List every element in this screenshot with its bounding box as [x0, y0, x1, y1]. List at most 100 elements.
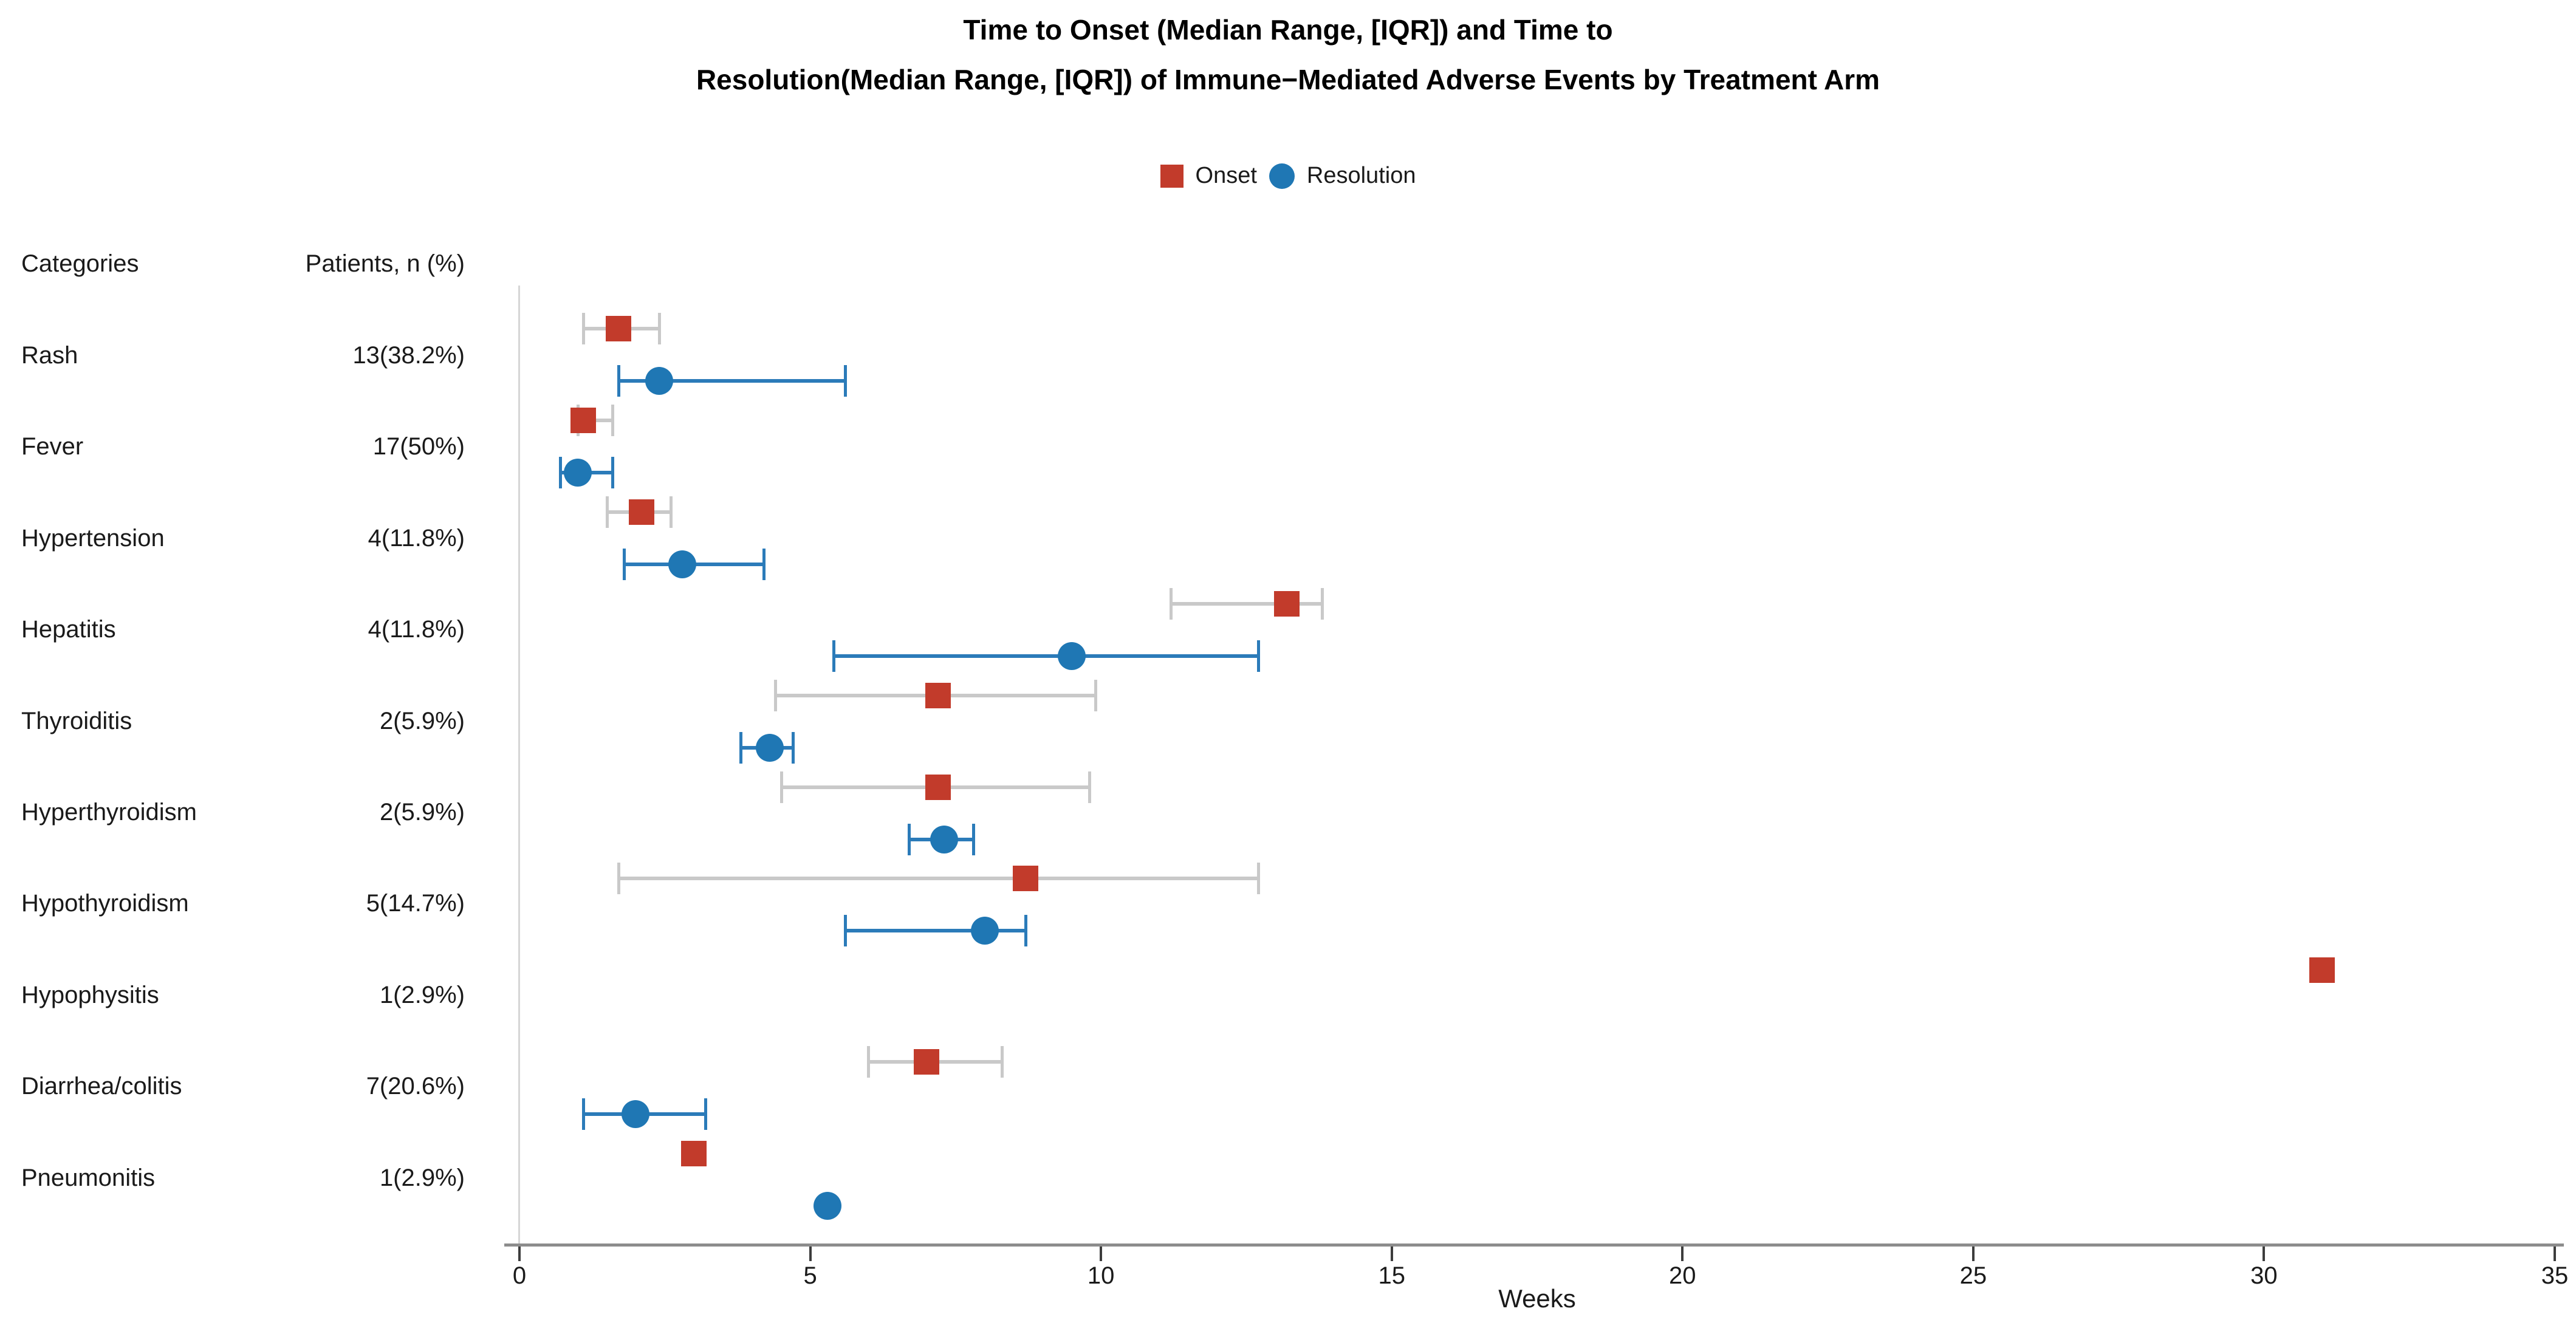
x-tick-label: 35 — [2541, 1262, 2569, 1289]
error-bar-cap — [908, 823, 911, 855]
error-bar-cap — [1169, 587, 1173, 620]
resolution-marker — [622, 1100, 650, 1129]
categories-header: Categories — [21, 250, 139, 277]
category-label: Diarrhea/colitis — [21, 1073, 182, 1100]
error-bar — [618, 877, 1258, 881]
legend-onset-swatch-icon — [1160, 164, 1184, 188]
patients-header: Patients, n (%) — [305, 250, 465, 277]
error-bar-cap — [704, 1098, 708, 1131]
chart-title-line2: Resolution(Median Range, [IQR]) of Immun… — [696, 64, 1880, 95]
error-bar-cap — [1088, 771, 1091, 803]
x-tick-mark — [518, 1247, 521, 1261]
onset-marker — [913, 1049, 939, 1075]
category-label: Hypophysitis — [21, 981, 159, 1008]
legend-label: Onset — [1195, 163, 1257, 188]
onset-marker — [925, 774, 951, 800]
category-label: Fever — [21, 433, 84, 460]
error-bar-cap — [611, 404, 615, 436]
chart-title: Time to Onset (Median Range, [IQR]) and … — [0, 13, 2576, 96]
error-bar-cap — [1256, 640, 1260, 672]
error-bar-cap — [605, 496, 609, 528]
error-bar-cap — [582, 1098, 586, 1131]
x-tick-label: 30 — [2250, 1262, 2278, 1289]
onset-marker — [2309, 957, 2335, 983]
error-bar-cap — [1001, 1046, 1004, 1078]
error-bar — [844, 929, 1026, 933]
onset-marker — [681, 1141, 707, 1167]
x-tick-mark — [2263, 1247, 2266, 1261]
error-bar-cap — [843, 365, 847, 397]
patients-value: 2(5.9%) — [379, 707, 465, 734]
patients-value: 4(11.8%) — [368, 524, 465, 552]
error-bar — [1170, 601, 1322, 606]
error-bar-cap — [843, 915, 847, 947]
x-tick-mark — [1681, 1247, 1684, 1261]
resolution-marker — [930, 825, 958, 853]
patients-value: 2(5.9%) — [379, 799, 465, 826]
error-bar-cap — [739, 731, 742, 764]
error-bar-cap — [669, 496, 673, 528]
patients-value: 4(11.8%) — [368, 616, 465, 643]
patients-value: 7(20.6%) — [366, 1073, 465, 1100]
error-bar-cap — [1024, 915, 1027, 947]
resolution-marker — [668, 550, 696, 578]
error-bar-cap — [1094, 679, 1097, 711]
category-label: Thyroiditis — [21, 707, 132, 734]
error-bar — [618, 379, 845, 383]
patients-value: 13(38.2%) — [352, 342, 465, 369]
error-bar-cap — [558, 456, 562, 488]
error-bar-cap — [657, 313, 661, 344]
error-bar-cap — [779, 771, 783, 803]
x-tick-label: 15 — [1378, 1262, 1405, 1289]
onset-marker — [628, 499, 654, 525]
error-bar-cap — [617, 365, 620, 397]
error-bar-cap — [1320, 587, 1324, 620]
patients-value: 5(14.7%) — [366, 890, 465, 917]
onset-marker — [1274, 590, 1300, 617]
x-tick-mark — [1100, 1247, 1103, 1261]
error-bar-cap — [832, 640, 835, 672]
x-tick-label: 0 — [512, 1262, 527, 1289]
error-bar-cap — [774, 679, 778, 711]
onset-marker — [570, 407, 597, 433]
onset-marker — [925, 682, 951, 708]
legend-resolution-swatch-icon — [1269, 163, 1295, 189]
onset-marker — [1012, 866, 1038, 892]
x-tick-label: 5 — [803, 1262, 817, 1289]
chart-title-line1: Time to Onset (Median Range, [IQR]) and … — [963, 14, 1613, 46]
x-tick-mark — [1390, 1247, 1393, 1261]
error-bar-cap — [617, 863, 620, 895]
error-bar-cap — [623, 548, 626, 580]
error-bar-cap — [762, 548, 766, 580]
category-label: Hypothyroidism — [21, 890, 189, 917]
onset-marker — [605, 316, 631, 341]
category-label: Hypertension — [21, 524, 165, 552]
error-bar-cap — [1256, 863, 1260, 895]
patients-value: 1(2.9%) — [379, 981, 465, 1008]
error-bar-cap — [611, 456, 615, 488]
error-bar-cap — [971, 823, 975, 855]
resolution-marker — [970, 917, 999, 945]
legend-label: Resolution — [1306, 163, 1416, 188]
error-bar-cap — [582, 313, 586, 344]
x-tick-label: 25 — [1959, 1262, 1987, 1289]
x-axis-title: Weeks — [1498, 1284, 1576, 1313]
error-bar-cap — [791, 731, 795, 764]
x-tick-mark — [2553, 1247, 2556, 1261]
resolution-marker — [1058, 641, 1086, 670]
resolution-marker — [755, 733, 784, 762]
patients-value: 1(2.9%) — [379, 1164, 465, 1191]
x-tick-mark — [1971, 1247, 1975, 1261]
patients-value: 17(50%) — [372, 433, 465, 460]
error-bar-cap — [867, 1046, 871, 1078]
y-axis-line — [518, 286, 520, 1245]
x-tick-mark — [809, 1247, 812, 1261]
resolution-marker — [563, 458, 592, 487]
resolution-marker — [814, 1192, 842, 1220]
x-tick-label: 20 — [1669, 1262, 1696, 1289]
legend: Onset Resolution — [0, 163, 2576, 189]
category-label: Hepatitis — [21, 616, 116, 643]
category-label: Hyperthyroidism — [21, 799, 197, 826]
category-label: Pneumonitis — [21, 1164, 156, 1191]
